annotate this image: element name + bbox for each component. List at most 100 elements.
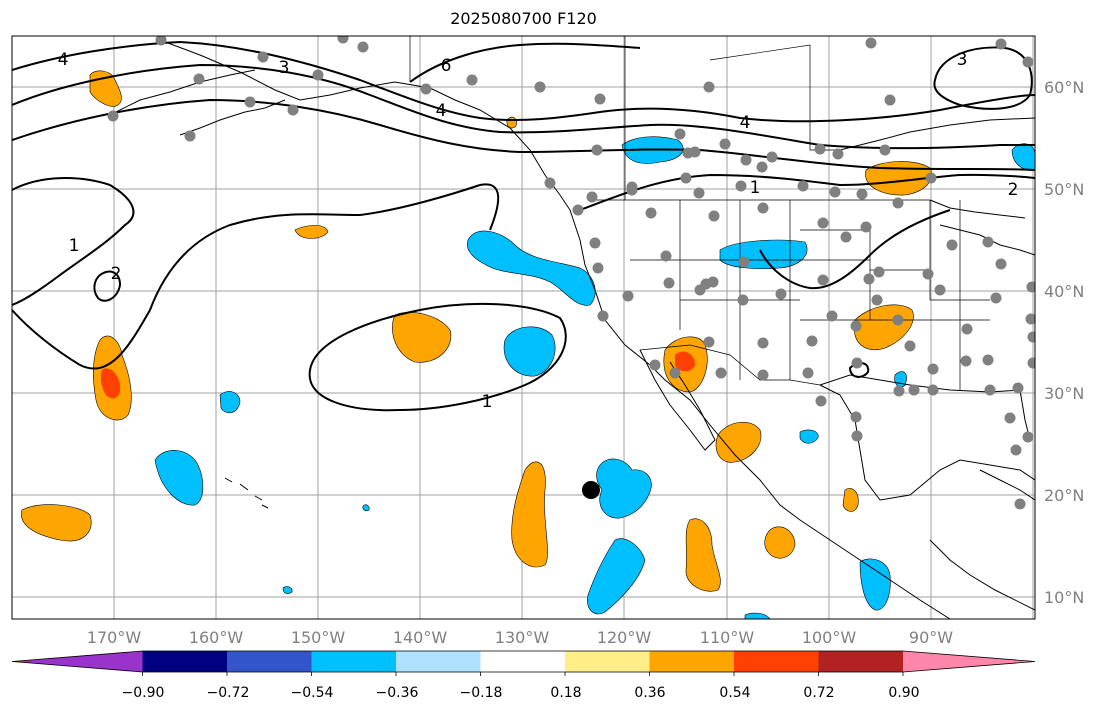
station-dot — [735, 180, 747, 192]
station-dot — [908, 384, 920, 396]
station-dot — [1027, 357, 1035, 369]
station-dot — [922, 268, 934, 280]
station-dot — [591, 144, 603, 156]
contour-label: 3 — [279, 58, 290, 78]
lon-label: 160°W — [189, 628, 244, 647]
station-dot — [863, 273, 875, 285]
colorbar-segment — [649, 651, 735, 672]
station-dot — [693, 187, 705, 199]
station-dot — [660, 250, 672, 262]
contour-label: 2 — [1008, 180, 1019, 200]
station-dot — [797, 180, 809, 192]
station-dot — [856, 188, 868, 200]
station-dot — [995, 258, 1007, 270]
station-dot — [871, 294, 883, 306]
station-dot — [337, 36, 349, 44]
map-frame — [11, 35, 1036, 620]
lat-label: 40°N — [1044, 282, 1084, 301]
station-dot — [674, 128, 686, 140]
station-dot — [155, 36, 167, 46]
station-dot — [689, 146, 701, 158]
station-dot — [1004, 412, 1016, 424]
station-dot — [984, 384, 996, 396]
station-dot — [1010, 444, 1022, 456]
station-dot — [594, 93, 606, 105]
contour-label: 4 — [740, 113, 751, 133]
station-dot — [592, 262, 604, 274]
contour-label: 4 — [58, 50, 69, 70]
colorbar-segment — [142, 651, 228, 672]
lon-label: 90°W — [909, 628, 953, 647]
station-dot — [669, 367, 681, 379]
station-dot — [934, 284, 946, 296]
station-dot — [357, 41, 369, 53]
longitude-labels: 170°W 160°W 150°W 140°W 130°W 120°W 110°… — [87, 628, 953, 647]
lon-label: 130°W — [495, 628, 550, 647]
lat-label: 20°N — [1044, 486, 1084, 505]
station-dot — [850, 411, 862, 423]
station-dot — [622, 290, 634, 302]
station-dot — [879, 144, 891, 156]
station-dot — [865, 37, 877, 49]
station-dot — [995, 38, 1007, 50]
station-dot — [740, 154, 752, 166]
station-dot — [766, 151, 778, 163]
colorbar-tick-label: 0.54 — [719, 685, 750, 701]
station-dot — [703, 81, 715, 93]
station-dot — [982, 354, 994, 366]
lon-label: 140°W — [393, 628, 448, 647]
station-dot — [1022, 56, 1034, 68]
station-dot — [645, 207, 657, 219]
station-dot — [257, 51, 269, 63]
contour-label: 3 — [957, 50, 968, 70]
contour-label: 6 — [441, 56, 452, 76]
station-dot — [802, 367, 814, 379]
colorbar-segment — [903, 651, 1035, 672]
colorbar-segment — [734, 651, 819, 672]
station-dot — [107, 110, 119, 122]
station-dot — [1026, 281, 1035, 293]
station-dot — [287, 104, 299, 116]
colorbar-tick-label: −0.54 — [291, 685, 334, 701]
station-dot — [815, 395, 827, 407]
positive-anomaly-areas — [21, 70, 932, 592]
station-dot — [1012, 382, 1024, 394]
station-dot — [1022, 431, 1034, 443]
station-dot — [708, 210, 720, 222]
station-dot — [775, 288, 787, 300]
station-dot — [420, 83, 432, 95]
station-dot — [703, 336, 715, 348]
lat-label: 30°N — [1044, 384, 1084, 403]
station-dot — [817, 217, 829, 229]
station-dot — [826, 310, 838, 322]
station-dot — [312, 69, 324, 81]
station-dot — [960, 355, 972, 367]
station-dot — [680, 172, 692, 184]
contour-label: 1 — [69, 236, 80, 256]
station-dot — [757, 202, 769, 214]
station-dot — [184, 130, 196, 142]
station-dot — [851, 430, 863, 442]
station-dot — [466, 74, 478, 86]
station-dot — [851, 357, 863, 369]
lon-label: 100°W — [802, 628, 857, 647]
station-dot — [572, 204, 584, 216]
colorbar-segment — [565, 651, 650, 672]
station-dot — [757, 369, 769, 381]
station-dot — [1027, 331, 1035, 343]
station-dot — [850, 320, 862, 332]
station-dot — [990, 292, 1002, 304]
map-title: 2025080700 F120 — [450, 9, 597, 28]
colorbar-tick-label: −0.18 — [460, 685, 503, 701]
station-dot — [737, 294, 749, 306]
colorbar-segment — [396, 651, 481, 672]
station-dot — [927, 384, 939, 396]
station-dot — [589, 237, 601, 249]
station-dot — [840, 231, 852, 243]
storm-center-marker[interactable] — [582, 481, 600, 499]
colorbar-segment — [818, 651, 904, 672]
station-dot — [1014, 498, 1026, 510]
station-dot — [738, 256, 750, 268]
station-dot — [597, 310, 609, 322]
